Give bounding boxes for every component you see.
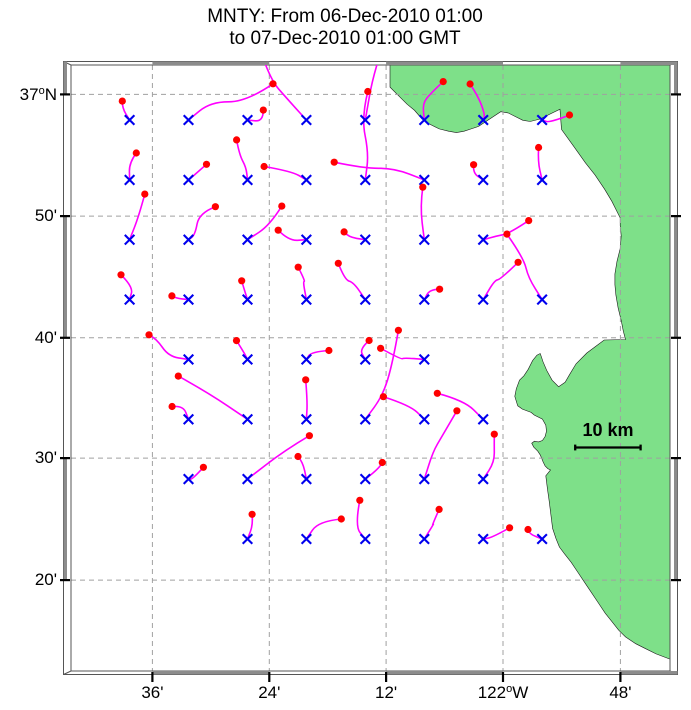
svg-text:37oN: 37oN (20, 85, 57, 104)
svg-text:36': 36' (141, 683, 163, 702)
svg-text:50': 50' (35, 206, 57, 225)
svg-text:24': 24' (258, 683, 280, 702)
svg-text:122oW: 122oW (478, 683, 529, 702)
svg-text:MNTY: From 06-Dec-2010 01:00: MNTY: From 06-Dec-2010 01:00 (207, 6, 483, 27)
svg-text:12': 12' (375, 683, 397, 702)
svg-text:10 km: 10 km (582, 420, 633, 440)
svg-text:20': 20' (35, 570, 57, 589)
svg-text:to 07-Dec-2010 01:00 GMT: to 07-Dec-2010 01:00 GMT (229, 28, 461, 49)
svg-text:30': 30' (35, 448, 57, 467)
svg-text:40': 40' (35, 328, 57, 347)
svg-text:48': 48' (609, 683, 631, 702)
